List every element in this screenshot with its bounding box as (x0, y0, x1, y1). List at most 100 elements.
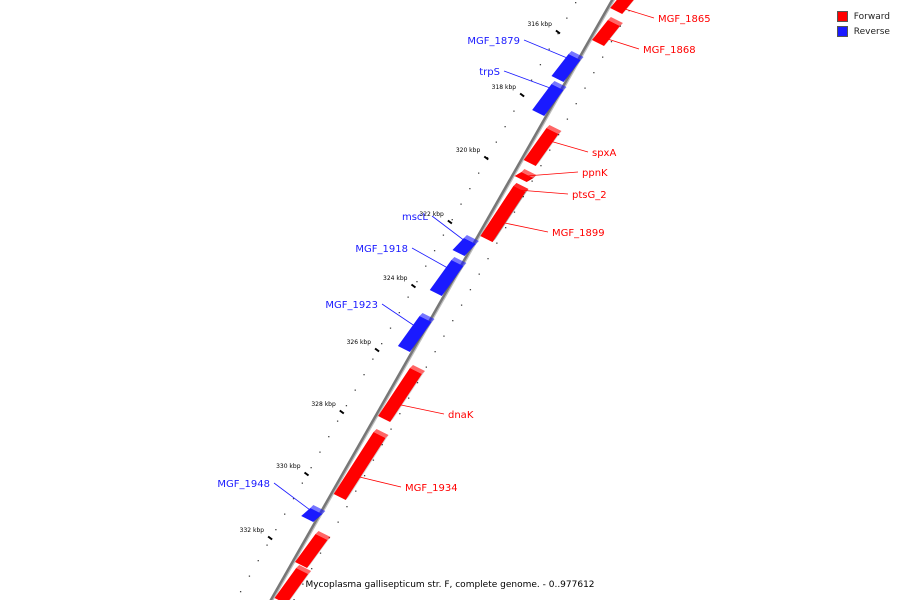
scale-dot (248, 575, 251, 577)
leader-line (621, 7, 655, 19)
scale-dot (548, 48, 550, 50)
gene-box-side (492, 189, 529, 242)
tick-mark (374, 347, 380, 353)
scale-dot (513, 110, 515, 112)
gene-box (551, 54, 581, 82)
scale-dot (425, 366, 427, 368)
scale-dot (275, 529, 277, 531)
gene-box-side (526, 175, 537, 182)
leader-line (273, 482, 311, 511)
scale-dot (531, 180, 533, 182)
gene-box-side (441, 263, 467, 296)
gene-box (274, 568, 309, 600)
gene-box-side (492, 189, 529, 242)
map-caption: Mycoplasma gallisepticum str. F, complet… (305, 580, 595, 590)
scale-dot (336, 420, 339, 422)
scale-dot (345, 405, 348, 407)
gene-box-side (345, 435, 389, 500)
scale-dot (239, 591, 242, 593)
scale-dot (530, 79, 533, 81)
scale-dot (451, 219, 453, 221)
reverse-swatch (836, 26, 848, 37)
legend-forward-label: Forward (853, 11, 890, 22)
scale-dot (302, 583, 304, 585)
scale-dot (408, 397, 410, 399)
gene-box-side (307, 537, 331, 568)
scale-dot (575, 2, 577, 4)
gene-box (523, 128, 559, 166)
scale-dot (539, 64, 542, 66)
gene-label: mscL (402, 212, 428, 223)
gene-box-top (315, 531, 331, 540)
leader-line (546, 139, 589, 153)
scale-dot (381, 343, 383, 345)
gene-label: MGF_1918 (355, 244, 408, 255)
scale-dot (301, 482, 303, 484)
gene-label: MGF_1899 (552, 228, 605, 239)
gene-box-side (464, 241, 479, 256)
gene-box (333, 432, 386, 500)
gene-box-top (409, 365, 425, 374)
gene-box-side (313, 511, 326, 522)
tick-label: 328 kbp (311, 401, 336, 408)
gene-label: MGF_1865 (658, 14, 711, 25)
gene-box (514, 172, 534, 182)
scale-dot (416, 382, 419, 384)
gene-label: MGF_1868 (643, 45, 696, 56)
leader-line (499, 221, 549, 233)
scale-dot (328, 436, 330, 438)
scale-dot (266, 544, 268, 546)
scale-dot (310, 467, 312, 469)
scale-dot (425, 265, 427, 267)
scale-dot (505, 227, 507, 229)
scale-dot (284, 513, 286, 515)
scale-dot (399, 413, 401, 415)
leader-line (526, 171, 579, 177)
gene-box-top (607, 17, 623, 26)
tick-mark (483, 155, 489, 161)
legend-forward: Forward (836, 9, 890, 24)
scale-dot (513, 211, 516, 213)
gene-box-side (409, 319, 435, 352)
tick-mark (447, 219, 453, 225)
tick-label: 322 kbp (419, 211, 444, 218)
scale-dot (469, 188, 471, 190)
scale-dot (434, 351, 436, 353)
tick-mark (410, 283, 417, 289)
gene-box-side (622, 0, 635, 14)
scale-dot (549, 149, 551, 151)
scale-dot (495, 141, 497, 143)
tick-label: 316 kbp (527, 21, 552, 28)
gene-label: MGF_1923 (325, 300, 378, 311)
gene-label: MGF_1879 (467, 36, 520, 47)
scale-dot (504, 126, 506, 128)
gene-box-top (419, 313, 435, 322)
tick-label: 330 kbp (276, 463, 301, 470)
scale-dot (557, 134, 560, 136)
scale-dot (486, 157, 489, 159)
tick-label: 320 kbp (456, 147, 481, 154)
scale-dot (407, 296, 409, 298)
scale-dot (416, 281, 418, 283)
scale-dot (460, 203, 462, 205)
gene-label: dnaK (448, 410, 474, 421)
scale-dot (478, 172, 480, 174)
scale-dot (381, 444, 383, 446)
gene-box-side (390, 371, 425, 422)
gene-box-side (289, 571, 312, 600)
gene-label: MGF_1934 (405, 483, 458, 494)
scale-dot (319, 451, 321, 453)
tick-mark (267, 535, 273, 541)
leader-line (411, 247, 448, 269)
scale-dot (557, 33, 559, 35)
scale-dot (372, 459, 375, 461)
tick-mark (303, 471, 310, 477)
scale-dot (354, 389, 356, 391)
tick-mark (339, 409, 345, 415)
scale-dot (319, 552, 322, 554)
scale-dot (452, 320, 454, 322)
scale-dot (346, 506, 348, 508)
scale-dot (610, 41, 613, 43)
leader-line (396, 403, 445, 415)
gene-label: trpS (479, 67, 500, 78)
